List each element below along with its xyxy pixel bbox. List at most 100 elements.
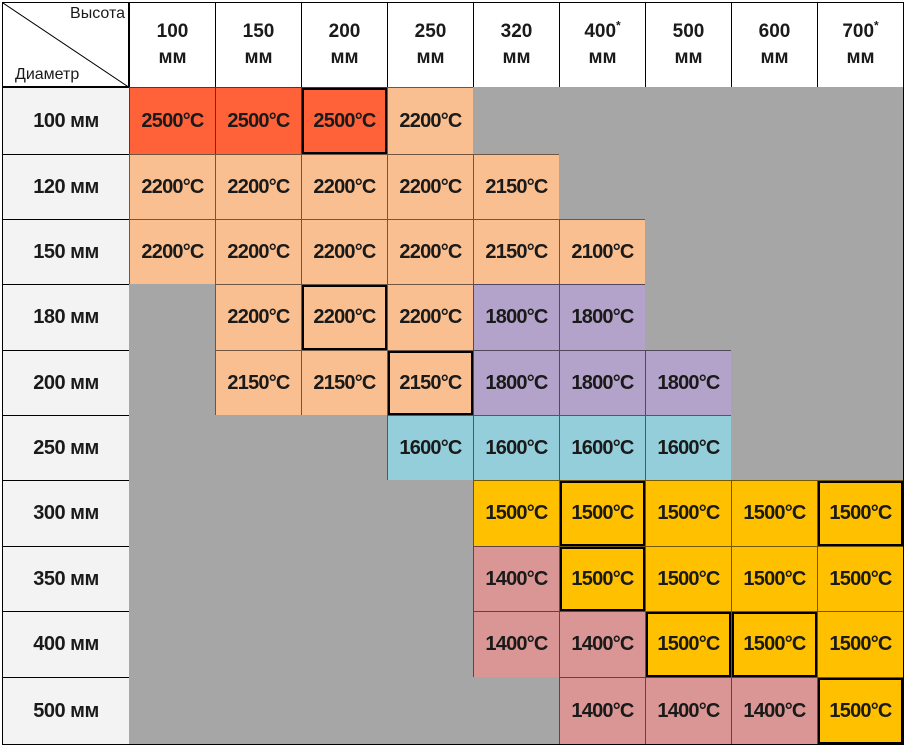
empty-cell	[817, 350, 904, 416]
temperature-cell: 2150°C	[473, 154, 560, 220]
temperature-cell: 2500°C	[215, 87, 302, 155]
empty-cell	[473, 87, 560, 155]
column-unit: мм	[846, 47, 875, 68]
temperature-cell: 2500°C	[129, 87, 216, 155]
empty-cell	[129, 546, 216, 612]
row-header-diameter: 100 мм	[2, 87, 130, 155]
empty-cell	[731, 219, 818, 285]
empty-cell	[817, 87, 904, 155]
row-header-diameter: 180 мм	[2, 284, 130, 351]
temperature-cell: 2100°C	[559, 219, 646, 285]
empty-cell	[731, 284, 818, 351]
empty-cell	[215, 677, 302, 745]
column-height-value: 320	[500, 21, 533, 42]
column-header-600: 600 мм	[731, 2, 818, 88]
temperature-cell: 2200°C	[215, 284, 302, 351]
temperature-cell: 1500°C	[559, 480, 646, 547]
empty-cell	[129, 415, 216, 481]
temperature-cell: 2200°C	[387, 284, 474, 351]
empty-cell	[301, 415, 388, 481]
column-height-value: 150	[242, 21, 275, 42]
column-unit: мм	[244, 47, 273, 68]
column-height-value: 100	[156, 21, 189, 42]
temperature-cell: 2150°C	[473, 219, 560, 285]
row-header-diameter: 400 мм	[2, 611, 130, 678]
empty-cell	[645, 87, 732, 155]
temperature-cell: 1500°C	[731, 611, 818, 678]
row-header-diameter: 150 мм	[2, 219, 130, 285]
temperature-cell: 1500°C	[559, 546, 646, 612]
column-height-value: 400*	[584, 18, 621, 42]
temperature-cell: 1500°C	[645, 480, 732, 547]
temperature-cell: 2200°C	[215, 154, 302, 220]
empty-cell	[817, 154, 904, 220]
empty-cell	[559, 154, 646, 220]
temperature-cell: 1800°C	[473, 350, 560, 416]
temperature-cell: 1400°C	[473, 611, 560, 678]
corner-header: Высота Диаметр	[2, 2, 129, 87]
column-unit: мм	[416, 47, 445, 68]
column-header-200: 200 мм	[301, 2, 388, 88]
column-unit: мм	[674, 47, 703, 68]
empty-cell	[387, 480, 474, 547]
column-header-150: 150 мм	[215, 2, 302, 88]
empty-cell	[129, 284, 216, 351]
temperature-cell: 1400°C	[473, 546, 560, 612]
empty-cell	[129, 480, 216, 547]
empty-cell	[731, 415, 818, 481]
empty-cell	[387, 677, 474, 745]
temperature-cell: 1500°C	[817, 546, 904, 612]
row-header-diameter: 200 мм	[2, 350, 130, 416]
empty-cell	[129, 350, 216, 416]
temperature-cell: 1600°C	[559, 415, 646, 481]
temperature-cell: 2150°C	[301, 350, 388, 416]
column-unit: мм	[588, 47, 617, 68]
temperature-cell: 2200°C	[301, 219, 388, 285]
temperature-cell: 1600°C	[645, 415, 732, 481]
column-height-value: 200	[328, 21, 361, 42]
temperature-cell: 2200°C	[387, 219, 474, 285]
temperature-cell: 1800°C	[559, 284, 646, 351]
empty-cell	[731, 350, 818, 416]
column-header-700: 700* мм	[817, 2, 904, 88]
temperature-cell: 2200°C	[129, 219, 216, 285]
column-unit: мм	[760, 47, 789, 68]
temperature-cell: 1400°C	[731, 677, 818, 745]
row-header-diameter: 300 мм	[2, 480, 130, 547]
temperature-cell: 2200°C	[301, 284, 388, 351]
empty-cell	[129, 611, 216, 678]
empty-cell	[817, 284, 904, 351]
temperature-cell: 1600°C	[387, 415, 474, 481]
temperature-cell: 1500°C	[817, 480, 904, 547]
temperature-cell: 1500°C	[645, 546, 732, 612]
temperature-cell: 2150°C	[215, 350, 302, 416]
row-header-diameter: 250 мм	[2, 415, 130, 481]
column-header-100: 100 мм	[129, 2, 216, 88]
row-header-diameter: 120 мм	[2, 154, 130, 220]
empty-cell	[817, 415, 904, 481]
empty-cell	[817, 219, 904, 285]
column-unit: мм	[330, 47, 359, 68]
column-header-500: 500 мм	[645, 2, 732, 88]
temperature-cell: 1500°C	[817, 611, 904, 678]
column-header-400: 400* мм	[559, 2, 646, 88]
empty-cell	[645, 219, 732, 285]
column-unit: мм	[158, 47, 187, 68]
diameter-axis-label: Диаметр	[15, 66, 80, 83]
temperature-cell: 1400°C	[559, 677, 646, 745]
temperature-cell: 1500°C	[817, 677, 904, 745]
column-height-value: 500	[672, 21, 705, 42]
temperature-cell: 1500°C	[473, 480, 560, 547]
temperature-cell: 1600°C	[473, 415, 560, 481]
diagonal-divider	[3, 3, 128, 86]
empty-cell	[215, 546, 302, 612]
temperature-cell: 2150°C	[387, 350, 474, 416]
empty-cell	[387, 611, 474, 678]
empty-cell	[731, 87, 818, 155]
column-header-250: 250 мм	[387, 2, 474, 88]
temperature-cell: 1800°C	[645, 350, 732, 416]
temperature-cell: 1500°C	[645, 611, 732, 678]
empty-cell	[645, 284, 732, 351]
temperature-cell: 1500°C	[731, 480, 818, 547]
